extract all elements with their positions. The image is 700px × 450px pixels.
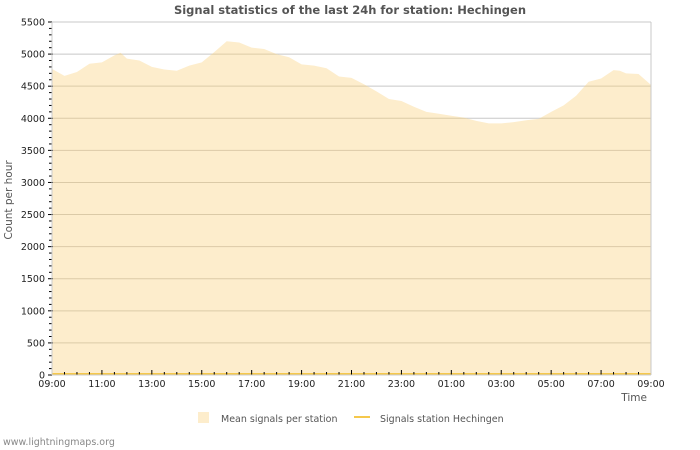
y-tick-label: 500 — [27, 338, 45, 349]
y-axis-title: Count per hour — [3, 160, 15, 240]
y-tick-label: 4000 — [21, 114, 45, 125]
y-tick-label: 5500 — [21, 18, 45, 29]
x-tick-label: 05:00 — [537, 379, 564, 390]
y-tick-label: 1500 — [21, 274, 45, 285]
x-tick-label: 09:00 — [637, 379, 664, 390]
x-tick-label: 07:00 — [587, 379, 614, 390]
y-tick-label: 3000 — [21, 178, 45, 189]
x-tick-label: 01:00 — [438, 379, 465, 390]
x-tick-label: 17:00 — [238, 379, 265, 390]
mean-signals-area — [52, 41, 651, 375]
y-tick-label: 2500 — [21, 210, 45, 221]
legend-label-station: Signals station Hechingen — [380, 414, 504, 425]
y-tick-label: 2000 — [21, 242, 45, 253]
x-tick-label: 09:00 — [38, 379, 65, 390]
x-tick-label: 23:00 — [388, 379, 415, 390]
x-tick-label: 21:00 — [338, 379, 365, 390]
y-tick-label: 0 — [39, 371, 45, 382]
y-axis: 0 500 1000 1500 2000 2500 3000 3500 4000 4500 5000… — [21, 18, 53, 382]
legend-item-station[interactable]: Signals station Hechingen — [354, 414, 504, 425]
x-tick-label: 13:00 — [138, 379, 165, 390]
legend: Mean signals per station Signals station… — [198, 412, 504, 425]
x-tick-label: 19:00 — [288, 379, 315, 390]
legend-item-mean[interactable]: Mean signals per station — [198, 412, 337, 425]
footer-link[interactable]: www.lightningmaps.org — [3, 437, 115, 448]
legend-label-mean: Mean signals per station — [221, 414, 337, 425]
x-axis-title: Time — [620, 392, 647, 404]
y-tick-label: 3500 — [21, 146, 45, 157]
x-tick-label: 03:00 — [488, 379, 515, 390]
y-tick-label: 4500 — [21, 82, 45, 93]
y-tick-label: 5000 — [21, 50, 45, 61]
x-tick-label: 15:00 — [188, 379, 215, 390]
area-swatch-icon — [198, 412, 209, 423]
x-tick-label: 11:00 — [88, 379, 115, 390]
y-tick-label: 1000 — [21, 306, 45, 317]
chart-title: Signal statistics of the last 24h for st… — [173, 3, 527, 17]
